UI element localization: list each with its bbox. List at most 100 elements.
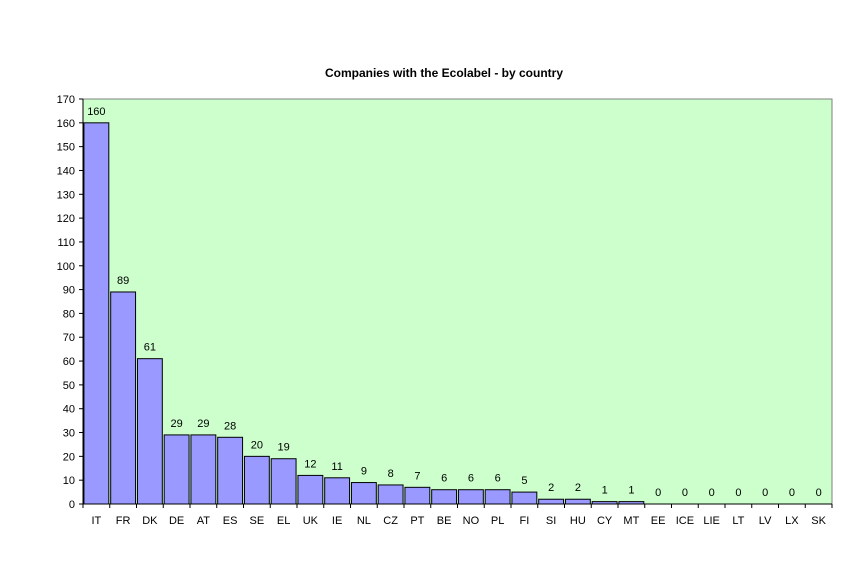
x-tick-label: SE [250,515,265,527]
bar [591,501,618,505]
bar [136,358,163,505]
bar [324,477,351,505]
data-label: 1 [602,485,608,497]
data-label: 29 [197,418,209,430]
x-tick-label: NO [463,515,480,527]
data-label: 0 [735,487,741,499]
data-label: 2 [548,482,554,494]
x-axis: IT FR DK DE AT ES SE EL UK IE NL CZ PT BE NO PL FI SI HU CY… [82,503,833,527]
data-label: 8 [388,468,394,480]
data-label: 1 [628,485,634,497]
data-label: 19 [278,442,290,454]
x-tick-label: ES [223,515,238,527]
y-tick-label: 100 [57,261,75,273]
x-tick-label: LIE [703,515,720,527]
x-tick-label: MT [623,515,639,527]
bar [484,489,511,505]
data-label: 20 [251,439,263,451]
data-label: 6 [441,473,447,485]
bar [404,486,431,505]
x-tick-label: NL [357,515,371,527]
y-tick-label: 150 [57,142,75,154]
y-tick-label: 90 [63,285,75,297]
bar [110,291,137,505]
x-tick-label: UK [303,515,319,527]
bar [564,498,591,505]
data-label: 89 [117,275,129,287]
x-tick-label: BE [437,515,452,527]
x-tick-label: EE [651,515,666,527]
y-tick-label: 140 [57,165,75,177]
bar [618,501,645,505]
x-tick-label: FR [116,515,131,527]
bar [243,455,270,505]
x-tick-label: DK [142,515,158,527]
data-label: 61 [144,342,156,354]
y-tick-label: 50 [63,380,75,392]
bar [431,489,458,505]
bar [217,436,244,505]
data-label: 12 [304,458,316,470]
bar [190,434,217,505]
y-tick-label: 130 [57,189,75,201]
bar [163,434,190,505]
bar [511,491,538,505]
y-tick-label: 80 [63,308,75,320]
y-tick-label: 110 [57,237,75,249]
x-tick-label: CZ [383,515,398,527]
x-tick-label: FI [519,515,529,527]
data-label: 0 [762,487,768,499]
y-tick-label: 0 [69,499,75,511]
x-tick-label: IT [91,515,101,527]
bar [350,482,377,505]
x-tick-label: PL [491,515,504,527]
x-tick-label: HU [570,515,586,527]
data-label: 6 [495,473,501,485]
x-tick-label: EL [277,515,290,527]
x-tick-label: LT [732,515,744,527]
y-tick-label: 170 [57,94,75,106]
x-tick-label: IE [332,515,342,527]
data-label: 29 [171,418,183,430]
data-label: 28 [224,420,236,432]
y-tick-label: 30 [63,428,75,440]
bar [297,474,324,505]
data-label: 11 [331,461,342,473]
data-label: 160 [87,106,105,118]
data-label: 7 [414,470,420,482]
bar [377,484,404,505]
y-tick-label: 40 [63,404,75,416]
y-tick-label: 10 [63,475,75,487]
bar [538,498,565,505]
x-tick-label: SI [546,515,556,527]
y-axis: 0 10 20 30 40 50 60 70 80 90 100 110 120 130 140 150 160… [57,94,84,511]
data-label: 0 [816,487,822,499]
data-label: 6 [468,473,474,485]
x-tick-label: PT [410,515,424,527]
bar [83,122,110,505]
y-tick-label: 60 [63,356,75,368]
x-tick-label: SK [811,515,826,527]
data-label: 0 [709,487,715,499]
bar [457,489,484,505]
data-label: 9 [361,466,367,478]
bars [83,122,645,505]
data-label: 0 [655,487,661,499]
data-label: 2 [575,482,581,494]
y-tick-label: 160 [57,118,75,130]
x-tick-label: LX [785,515,799,527]
y-tick-label: 120 [57,213,75,225]
x-tick-label: DE [169,515,184,527]
y-tick-label: 70 [63,332,75,344]
bar [270,458,297,505]
data-label: 0 [789,487,795,499]
chart-title: Companies with the Ecolabel - by country [324,66,564,80]
y-tick-label: 20 [63,451,75,463]
x-tick-label: ICE [676,515,694,527]
x-tick-label: LV [759,515,772,527]
x-tick-label: AT [197,515,211,527]
x-tick-label: CY [597,515,613,527]
data-label: 5 [521,475,527,487]
